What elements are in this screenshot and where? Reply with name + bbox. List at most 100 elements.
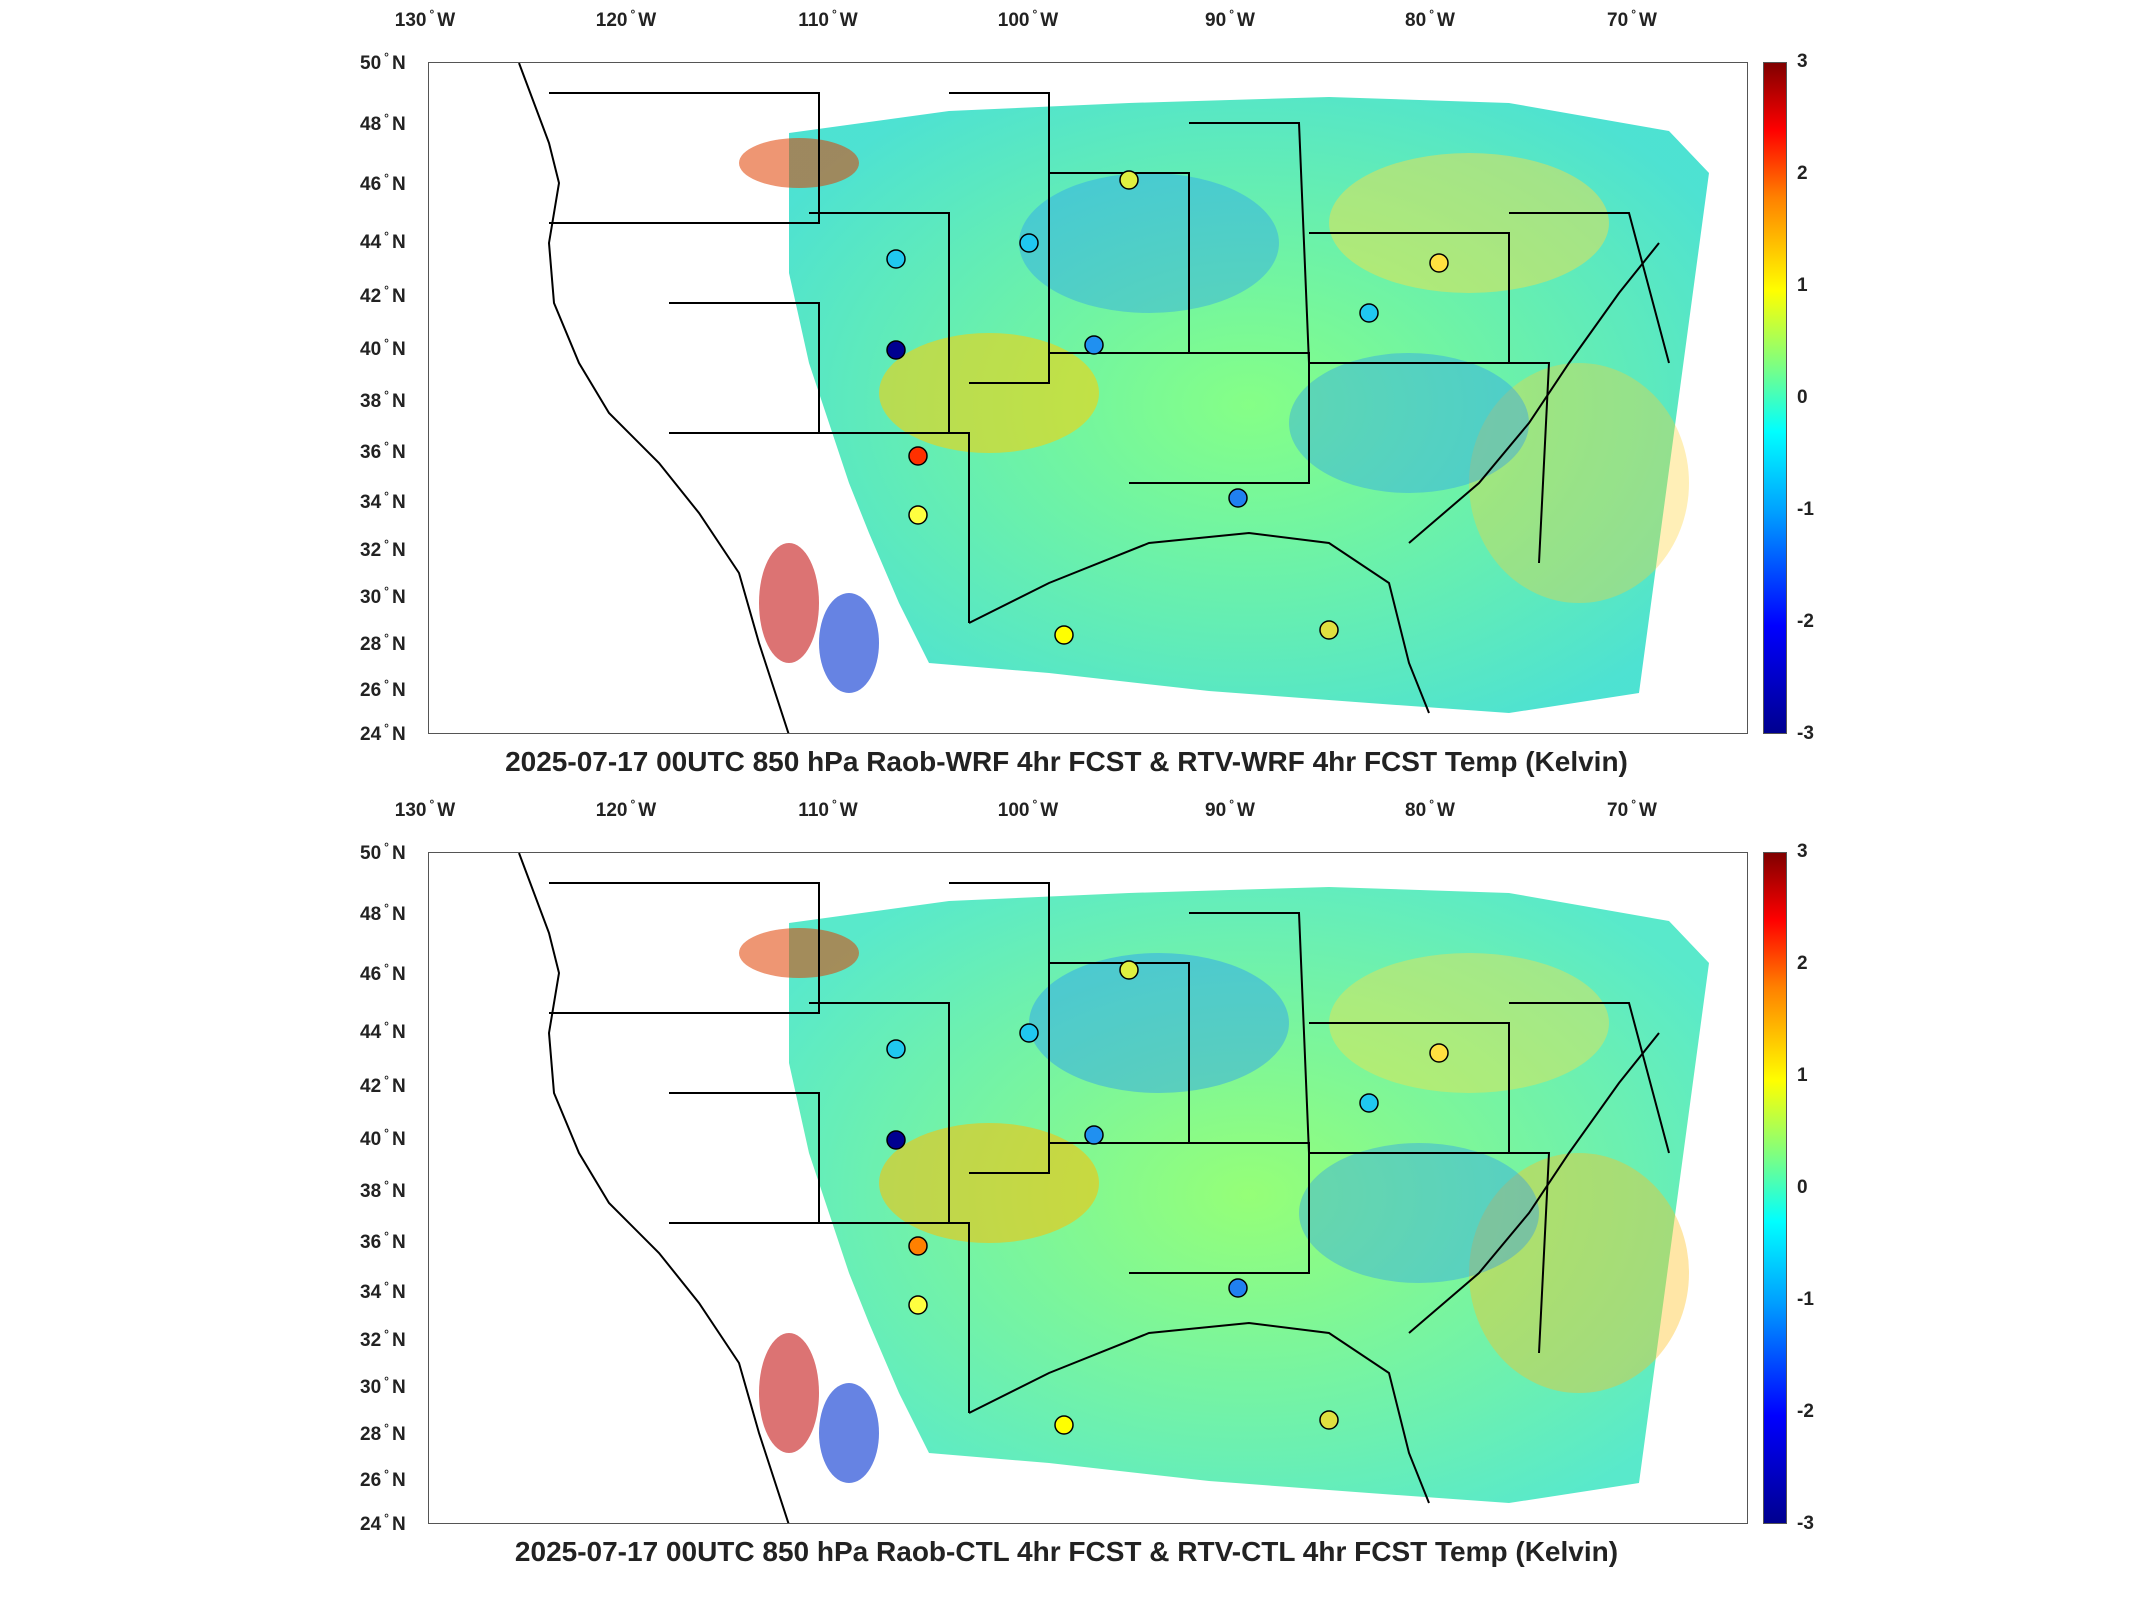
warm-anomaly: [879, 333, 1099, 453]
cool-anomaly: [1289, 353, 1529, 493]
lon-label: 80 ° W: [1405, 797, 1455, 821]
cool-anomaly: [1299, 1143, 1539, 1283]
lat-label: 28 ° N: [360, 1421, 406, 1445]
colorbar-tick: 1: [1797, 275, 1808, 296]
lat-label: 38 ° N: [360, 388, 406, 412]
raob-station-marker: [1228, 488, 1248, 508]
warm-anomaly: [739, 138, 859, 188]
colorbar-tick: -2: [1797, 611, 1814, 632]
lat-label: 24 ° N: [360, 721, 406, 745]
lat-label: 50 ° N: [360, 840, 406, 864]
map-panel-bottom: 130 ° W 120 ° W 110 ° W 100 ° W 90 ° W 80 ° W 70 ° W 5…: [0, 790, 2133, 1590]
lat-label: 34 ° N: [360, 1279, 406, 1303]
colorbar-tick: -3: [1797, 1513, 1814, 1534]
lon-label: 70 ° W: [1607, 797, 1657, 821]
warm-anomaly: [759, 543, 819, 663]
colorbar-tick: 2: [1797, 163, 1808, 184]
lat-label: 36 ° N: [360, 1229, 406, 1253]
colorbar-tick: 3: [1797, 841, 1808, 862]
raob-station-marker: [908, 1295, 928, 1315]
raob-station-marker: [1319, 620, 1339, 640]
warm-anomaly: [759, 1333, 819, 1453]
data-swath: [789, 97, 1709, 713]
raob-station-marker: [1119, 170, 1139, 190]
lat-label: 42 ° N: [360, 283, 406, 307]
warm-anomaly: [1329, 153, 1609, 293]
lat-label: 28 ° N: [360, 631, 406, 655]
cool-anomaly: [1029, 953, 1289, 1093]
raob-station-marker: [1084, 335, 1104, 355]
lon-label: 100 ° W: [997, 797, 1059, 821]
temperature-difference-map: [518, 853, 1709, 1523]
raob-station-marker: [886, 1039, 906, 1059]
lon-label: 120 ° W: [595, 7, 657, 31]
lat-label: 30 ° N: [360, 584, 406, 608]
warm-anomaly: [1469, 1153, 1689, 1393]
lat-label: 24 ° N: [360, 1511, 406, 1535]
raob-stations: [886, 170, 1449, 645]
colorbar: [1763, 852, 1787, 1524]
map-panel-top: 130 ° W 120 ° W 110 ° W 100 ° W 90 ° W 80 ° W 70 ° W 5…: [360, 7, 1814, 777]
lat-label: 38 ° N: [360, 1178, 406, 1202]
colorbar-tick: -2: [1797, 1401, 1814, 1422]
state-boundaries: [518, 63, 1670, 733]
state-boundaries: [518, 853, 1670, 1523]
raob-station-marker: [886, 340, 906, 360]
lon-label: 100 ° W: [997, 7, 1059, 31]
raob-stations: [886, 960, 1449, 1435]
colorbar-tick: -3: [1797, 723, 1814, 744]
raob-station-marker: [1228, 1278, 1248, 1298]
lat-label: 48 ° N: [360, 901, 406, 925]
colorbar-tick: 0: [1797, 387, 1808, 408]
lon-label: 120 ° W: [595, 797, 657, 821]
temperature-difference-map: [518, 63, 1709, 733]
lon-label: 110 ° W: [798, 797, 858, 821]
raob-station-marker: [908, 1236, 928, 1256]
raob-station-marker: [908, 505, 928, 525]
lon-label: 110 ° W: [798, 7, 858, 31]
map-frame: [428, 852, 1748, 1524]
lat-label: 44 ° N: [360, 1019, 406, 1043]
raob-station-marker: [1359, 1093, 1379, 1113]
raob-station-marker: [1084, 1125, 1104, 1145]
lat-label: 42 ° N: [360, 1073, 406, 1097]
colorbar-tick: -1: [1797, 499, 1814, 520]
lat-label: 46 ° N: [360, 961, 406, 985]
raob-station-marker: [1119, 960, 1139, 980]
panel-title: 2025-07-17 00UTC 850 hPa Raob-WRF 4hr FC…: [505, 746, 1628, 777]
lat-label: 40 ° N: [360, 1126, 406, 1150]
lon-label: 90 ° W: [1205, 7, 1255, 31]
lat-label: 32 ° N: [360, 537, 406, 561]
lat-label: 50 ° N: [360, 50, 406, 74]
raob-station-marker: [1054, 625, 1074, 645]
lat-label: 32 ° N: [360, 1327, 406, 1351]
colorbar-tick: 2: [1797, 953, 1808, 974]
raob-station-marker: [1429, 1043, 1449, 1063]
lon-label: 70 ° W: [1607, 7, 1657, 31]
map-frame: [428, 62, 1748, 734]
lat-label: 44 ° N: [360, 229, 406, 253]
lon-label: 130 ° W: [394, 797, 456, 821]
colorbar: [1763, 62, 1787, 734]
colorbar-tick: 3: [1797, 51, 1808, 72]
lat-label: 40 ° N: [360, 336, 406, 360]
raob-station-marker: [1054, 1415, 1074, 1435]
panel-title: 2025-07-17 00UTC 850 hPa Raob-CTL 4hr FC…: [514, 1536, 1619, 1567]
raob-station-marker: [1429, 253, 1449, 273]
data-swath: [789, 887, 1709, 1503]
lat-label: 48 ° N: [360, 111, 406, 135]
lon-label: 130 ° W: [394, 7, 456, 31]
raob-station-marker: [908, 446, 928, 466]
cool-anomaly: [1019, 173, 1279, 313]
colorbar-tick: 1: [1797, 1065, 1808, 1086]
raob-station-marker: [886, 1130, 906, 1150]
warm-anomaly: [1469, 363, 1689, 603]
raob-station-marker: [1019, 233, 1039, 253]
warm-anomaly: [879, 1123, 1099, 1243]
cool-anomaly: [819, 593, 879, 693]
lat-label: 46 ° N: [360, 171, 406, 195]
raob-station-marker: [1319, 1410, 1339, 1430]
raob-station-marker: [1019, 1023, 1039, 1043]
cool-anomaly: [819, 1383, 879, 1483]
warm-anomaly: [739, 928, 859, 978]
